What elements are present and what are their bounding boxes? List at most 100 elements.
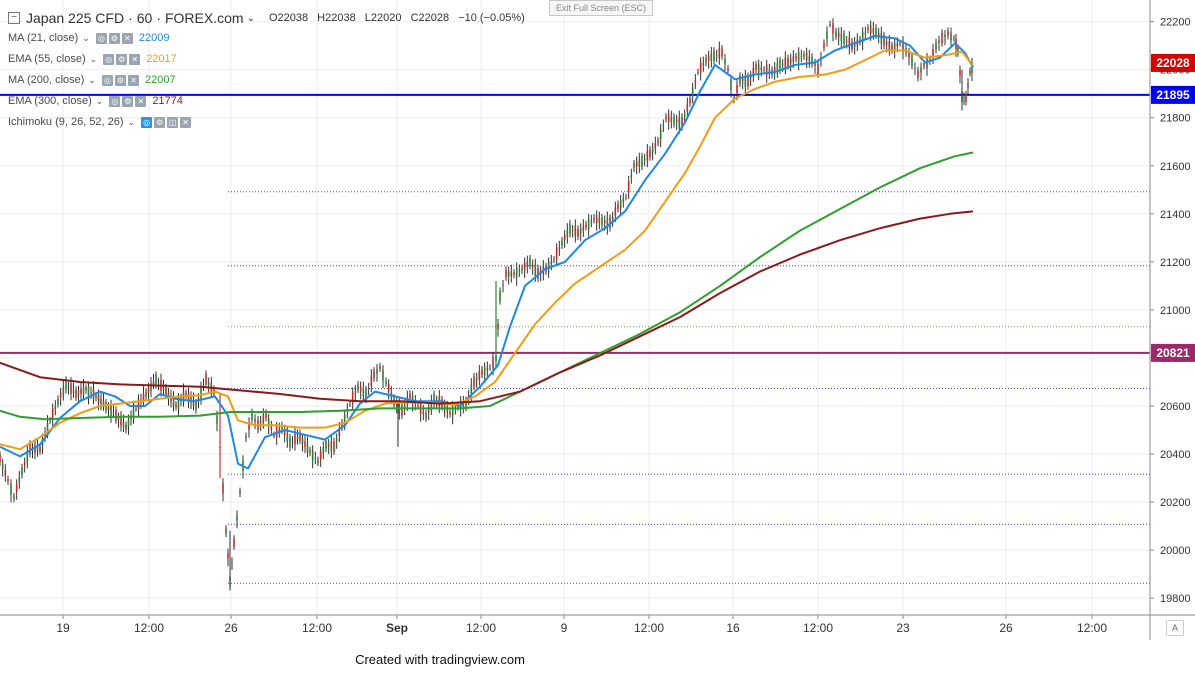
candle-body xyxy=(185,392,187,396)
price-tick-label: 22200 xyxy=(1160,17,1191,29)
price-axis[interactable]: 1980020000202002040020600208002100021200… xyxy=(1150,17,1191,606)
eye-icon[interactable]: ◎ xyxy=(101,75,113,86)
candle-body xyxy=(365,389,367,400)
indicator-label: Ichimoku (9, 26, 52, 26) xyxy=(8,116,124,128)
settings-icon[interactable]: ⚙ xyxy=(114,75,126,86)
indicator-row-ma200[interactable]: MA (200, close) ⌄ ◎ ⚙ ✕ 22007 xyxy=(8,70,531,91)
price-tick-label: 21000 xyxy=(1160,305,1191,317)
candle-body xyxy=(245,436,247,439)
candle-body xyxy=(614,207,617,216)
candle-body xyxy=(281,425,283,431)
indicator-row-ema300[interactable]: EMA (300, close) ⌄ ◎ ⚙ ✕ 21774 xyxy=(8,91,531,112)
indicator-list: MA (21, close) ⌄ ◎ ⚙ ✕ 22009 EMA (55, clos… xyxy=(8,28,531,133)
candle-body xyxy=(537,268,539,279)
symbol-name[interactable]: Japan 225 CFD xyxy=(26,9,125,26)
candle-body xyxy=(265,412,267,419)
candle-body xyxy=(80,388,82,394)
close-icon[interactable]: ✕ xyxy=(129,54,141,65)
exit-fullscreen-button[interactable]: Exit Full Screen (ESC) xyxy=(549,0,653,16)
candle-body xyxy=(229,576,231,588)
time-tick-label: 12:00 xyxy=(1077,621,1107,635)
price-tick-label: 20400 xyxy=(1160,449,1191,461)
candle-body xyxy=(829,24,831,26)
interval-label[interactable]: 60 xyxy=(136,9,153,26)
time-tick-label: 26 xyxy=(999,621,1013,635)
candle-body xyxy=(617,203,619,210)
candle-body xyxy=(694,80,697,83)
indicator-line xyxy=(0,49,974,451)
candle-body xyxy=(192,400,195,406)
candle-body xyxy=(641,156,643,167)
eye-icon[interactable]: ◎ xyxy=(141,117,153,128)
candle-body xyxy=(333,441,335,452)
candle-body xyxy=(611,216,614,220)
candle-body xyxy=(521,267,523,271)
candle-body xyxy=(467,394,470,398)
candle-body xyxy=(699,62,702,73)
candle-body xyxy=(555,248,558,259)
candle-body xyxy=(880,32,883,44)
price-label-text: 20821 xyxy=(1156,346,1190,360)
chevron-down-icon[interactable]: ⌄ xyxy=(82,33,90,43)
candle-body xyxy=(710,53,713,62)
chevron-down-icon[interactable]: ⌄ xyxy=(127,117,136,127)
candle-body xyxy=(446,407,449,413)
settings-icon[interactable]: ⚙ xyxy=(122,96,134,107)
source-icon[interactable]: ◫ xyxy=(167,117,179,128)
candle-body xyxy=(523,262,526,271)
candle-body xyxy=(23,462,26,465)
settings-icon[interactable]: ⚙ xyxy=(108,33,120,44)
candle-body xyxy=(563,234,566,241)
candle-body xyxy=(370,375,373,386)
chevron-down-icon[interactable]: ⌄ xyxy=(246,12,255,24)
candle-body xyxy=(920,67,922,73)
candle-body xyxy=(531,264,534,268)
close-icon[interactable]: ✕ xyxy=(121,33,133,44)
candle-body xyxy=(483,367,486,376)
candle-body xyxy=(741,78,744,82)
indicator-row-ma21[interactable]: MA (21, close) ⌄ ◎ ⚙ ✕ 22009 xyxy=(8,28,531,49)
price-label-box xyxy=(1151,53,1195,72)
candle-body xyxy=(319,451,322,460)
candle-body xyxy=(338,428,341,437)
price-tick-label: 21400 xyxy=(1160,209,1191,221)
eye-icon[interactable]: ◎ xyxy=(103,54,115,65)
candle-body xyxy=(811,56,813,65)
candle-body xyxy=(752,67,755,76)
settings-icon[interactable]: ⚙ xyxy=(154,117,166,128)
candle-body xyxy=(267,418,270,427)
chevron-down-icon[interactable]: ⌄ xyxy=(89,54,98,64)
indicator-row-ichimoku[interactable]: Ichimoku (9, 26, 52, 26) ⌄ ◎ ⚙ ◫ ✕ xyxy=(8,112,531,133)
candle-body xyxy=(835,31,837,37)
close-icon[interactable]: ✕ xyxy=(127,75,139,86)
chevron-down-icon[interactable]: ⌄ xyxy=(95,96,104,106)
close-icon[interactable]: ✕ xyxy=(180,117,192,128)
horizontal-levels[interactable] xyxy=(0,93,1150,354)
candle-body xyxy=(914,67,916,69)
collapse-legend-icon[interactable]: − xyxy=(8,12,20,24)
candle-body xyxy=(85,387,87,391)
candle-body xyxy=(625,196,627,198)
candle-body xyxy=(574,225,577,237)
time-axis[interactable]: 19 12:00 26 12:00 Sep 12:00 9 12:00 16 12:00 23 26 1… xyxy=(56,615,1107,635)
candle-body xyxy=(681,116,683,128)
close-icon[interactable]: ✕ xyxy=(135,96,147,107)
plot-area xyxy=(0,0,1150,615)
candle-body xyxy=(938,40,940,44)
candle-body xyxy=(489,367,491,369)
candle-body xyxy=(705,57,707,63)
eye-icon[interactable]: ◎ xyxy=(95,33,107,44)
candle-body xyxy=(803,54,805,57)
candle-body xyxy=(691,87,694,96)
auto-scale-button[interactable]: A xyxy=(1166,620,1184,636)
candle-body xyxy=(222,483,224,494)
candle-body xyxy=(896,43,899,47)
candle-body xyxy=(205,373,207,385)
eye-icon[interactable]: ◎ xyxy=(109,96,121,107)
indicator-row-ema55[interactable]: EMA (55, close) ⌄ ◎ ⚙ ✕ 22017 xyxy=(8,49,531,70)
chevron-down-icon[interactable]: ⌄ xyxy=(88,75,96,85)
candle-body xyxy=(797,52,800,63)
settings-icon[interactable]: ⚙ xyxy=(116,54,128,65)
candle-body xyxy=(417,405,419,407)
